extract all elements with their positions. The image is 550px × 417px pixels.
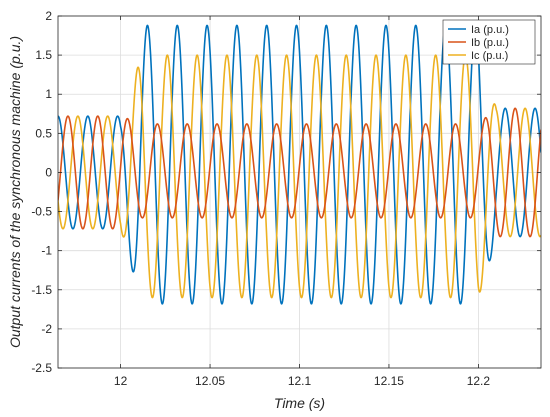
y-tick-label: -2	[41, 322, 52, 336]
x-tick-label: 12.2	[467, 374, 491, 388]
x-axis-label: Time (s)	[274, 395, 325, 411]
y-tick-label: 1	[45, 87, 52, 101]
series-line-3	[58, 54, 541, 299]
legend-label: Ia (p.u.)	[471, 24, 509, 36]
series-lines	[58, 24, 541, 305]
x-tick-label: 12.05	[195, 374, 225, 388]
y-axis: -2.5 -2 -1.5 -1 -0.5 0 0.5 1 1.5 2	[31, 9, 541, 375]
y-tick-label: -2.5	[31, 361, 52, 375]
series-line-2	[58, 107, 541, 238]
y-tick-label: -1	[41, 244, 52, 258]
y-tick-label: 1.5	[35, 48, 52, 62]
x-tick-label: 12	[114, 374, 128, 388]
x-axis: 12 12.05 12.1 12.15 12.2	[114, 16, 490, 388]
legend-label: Ib (p.u.)	[471, 37, 509, 49]
y-axis-label: Output currents of the synchronous machi…	[7, 36, 23, 348]
y-tick-label: -1.5	[31, 283, 52, 297]
y-tick-label: 0	[45, 165, 52, 179]
legend-label: Ic (p.u.)	[471, 50, 508, 62]
y-tick-label: -0.5	[31, 205, 52, 219]
x-tick-label: 12.15	[374, 374, 404, 388]
legend: Ia (p.u.)Ib (p.u.)Ic (p.u.)	[442, 19, 536, 65]
y-tick-label: 2	[45, 9, 52, 23]
y-tick-label: 0.5	[35, 126, 52, 140]
x-tick-label: 12.1	[288, 374, 312, 388]
